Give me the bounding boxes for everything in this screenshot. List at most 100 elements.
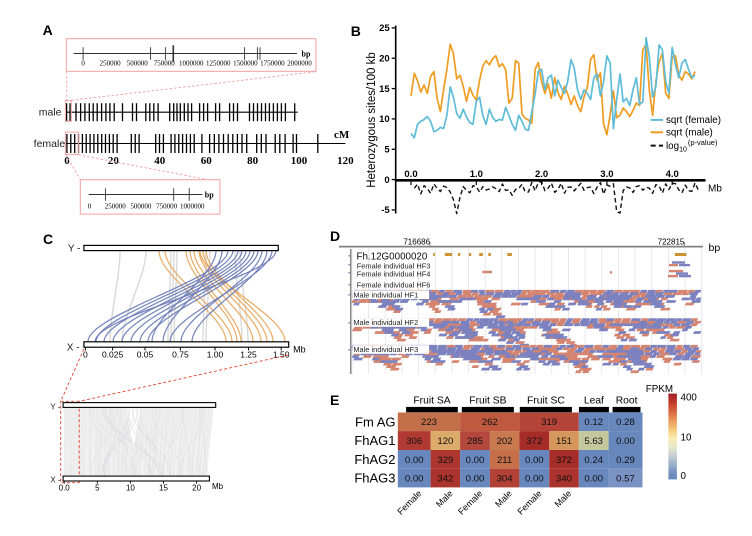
svg-text:B: B	[351, 23, 361, 39]
svg-text:cM: cM	[334, 129, 350, 141]
svg-text:Male: Male	[434, 488, 455, 509]
svg-text:285: 285	[467, 436, 483, 447]
svg-text:20: 20	[379, 53, 390, 64]
svg-text:400: 400	[681, 393, 698, 404]
svg-text:5: 5	[95, 484, 100, 493]
svg-text:262: 262	[482, 417, 498, 428]
svg-text:Root: Root	[616, 395, 638, 406]
svg-text:20: 20	[108, 155, 120, 167]
svg-text:1000000: 1000000	[180, 202, 205, 210]
svg-text:Male individual HF2: Male individual HF2	[353, 318, 418, 327]
svg-text:304: 304	[497, 473, 514, 484]
svg-text:1250000: 1250000	[206, 59, 231, 67]
svg-text:372: 372	[556, 455, 572, 466]
svg-text:250000: 250000	[105, 202, 127, 210]
svg-text:Female individual HF4: Female individual HF4	[357, 270, 431, 279]
svg-text:0.12: 0.12	[584, 417, 603, 428]
svg-text:15: 15	[379, 84, 390, 95]
svg-text:-5: -5	[381, 205, 390, 216]
svg-text:750000: 750000	[154, 59, 176, 67]
svg-text:25: 25	[379, 23, 390, 34]
svg-text:750000: 750000	[156, 202, 178, 210]
svg-text:A: A	[43, 22, 53, 38]
svg-text:0: 0	[81, 59, 85, 67]
svg-text:FPKM: FPKM	[646, 384, 673, 395]
svg-text:bp: bp	[302, 50, 311, 59]
svg-text:0.75: 0.75	[172, 350, 189, 360]
svg-text:Male: Male	[553, 488, 574, 509]
svg-text:329: 329	[437, 455, 453, 466]
svg-text:10: 10	[681, 433, 692, 444]
svg-text:male: male	[39, 106, 62, 118]
svg-text:0.00: 0.00	[405, 455, 424, 466]
svg-text:1.0: 1.0	[470, 169, 483, 180]
svg-text:10: 10	[379, 114, 390, 125]
svg-text:Male individual HF1: Male individual HF1	[353, 290, 418, 299]
svg-text:319: 319	[541, 417, 557, 428]
svg-text:151: 151	[556, 436, 572, 447]
svg-text:0.0: 0.0	[404, 169, 417, 180]
svg-text:0.57: 0.57	[616, 473, 635, 484]
svg-text:0.00: 0.00	[466, 455, 485, 466]
svg-text:X -: X -	[67, 343, 80, 354]
svg-text:0.00: 0.00	[525, 455, 544, 466]
svg-text:2.0: 2.0	[535, 169, 548, 180]
svg-text:0: 0	[83, 350, 88, 360]
svg-text:Female individual HF3: Female individual HF3	[357, 261, 431, 270]
svg-text:372: 372	[526, 436, 542, 447]
svg-text:0.00: 0.00	[584, 473, 603, 484]
svg-text:Male individual HF3: Male individual HF3	[353, 345, 418, 354]
svg-text:C: C	[43, 231, 53, 247]
svg-text:500000: 500000	[130, 202, 152, 210]
svg-text:1500000: 1500000	[233, 59, 258, 67]
svg-text:250000: 250000	[100, 59, 122, 67]
svg-text:Mb: Mb	[708, 184, 722, 195]
svg-text:342: 342	[437, 473, 453, 484]
svg-text:FhAG3: FhAG3	[354, 471, 395, 486]
svg-text:1.50: 1.50	[273, 350, 290, 360]
svg-text:Mb: Mb	[212, 482, 224, 491]
svg-text:716686: 716686	[403, 237, 430, 246]
svg-text:80: 80	[247, 155, 259, 167]
svg-text:0: 0	[88, 202, 92, 210]
svg-text:722815: 722815	[658, 237, 685, 246]
svg-text:1.25: 1.25	[240, 350, 257, 360]
svg-text:Fruit SB: Fruit SB	[469, 395, 506, 406]
svg-text:340: 340	[556, 473, 572, 484]
svg-text:E: E	[330, 392, 339, 408]
svg-text:Fruit SC: Fruit SC	[527, 395, 565, 406]
svg-text:Fm AG: Fm AG	[355, 414, 395, 429]
svg-text:0.24: 0.24	[584, 455, 603, 466]
svg-text:15: 15	[159, 484, 168, 493]
svg-text:211: 211	[497, 455, 512, 466]
svg-text:5.63: 5.63	[584, 436, 603, 447]
svg-text:D: D	[330, 228, 340, 244]
svg-text:female: female	[34, 138, 66, 150]
svg-text:Mb: Mb	[293, 345, 306, 355]
svg-text:0.00: 0.00	[466, 473, 485, 484]
svg-text:2000000: 2000000	[287, 59, 312, 67]
svg-text:Heterozygous sites/100 kb: Heterozygous sites/100 kb	[366, 52, 378, 188]
svg-text:0.29: 0.29	[616, 455, 635, 466]
svg-text:223: 223	[421, 417, 437, 428]
svg-text:sqrt (female): sqrt (female)	[666, 115, 721, 126]
svg-text:Male: Male	[493, 488, 514, 509]
svg-text:sqrt (male): sqrt (male)	[666, 128, 713, 139]
svg-text:Female: Female	[456, 488, 484, 516]
svg-text:20: 20	[192, 484, 201, 493]
svg-text:0.00: 0.00	[405, 473, 424, 484]
svg-text:10: 10	[126, 484, 135, 493]
svg-text:Female: Female	[515, 488, 543, 516]
svg-text:0.00: 0.00	[525, 473, 544, 484]
svg-text:Female individual HF6: Female individual HF6	[357, 280, 431, 289]
svg-text:0.025: 0.025	[102, 350, 124, 360]
svg-text:40: 40	[154, 155, 166, 167]
svg-text:60: 60	[201, 155, 213, 167]
svg-text:0: 0	[681, 471, 687, 482]
svg-text:120: 120	[437, 436, 453, 447]
svg-text:0: 0	[64, 155, 70, 167]
svg-text:FhAG1: FhAG1	[354, 433, 395, 448]
svg-text:Fh.12G0000020: Fh.12G0000020	[357, 251, 428, 262]
svg-text:1000000: 1000000	[179, 59, 204, 67]
svg-text:0.0: 0.0	[59, 484, 71, 493]
